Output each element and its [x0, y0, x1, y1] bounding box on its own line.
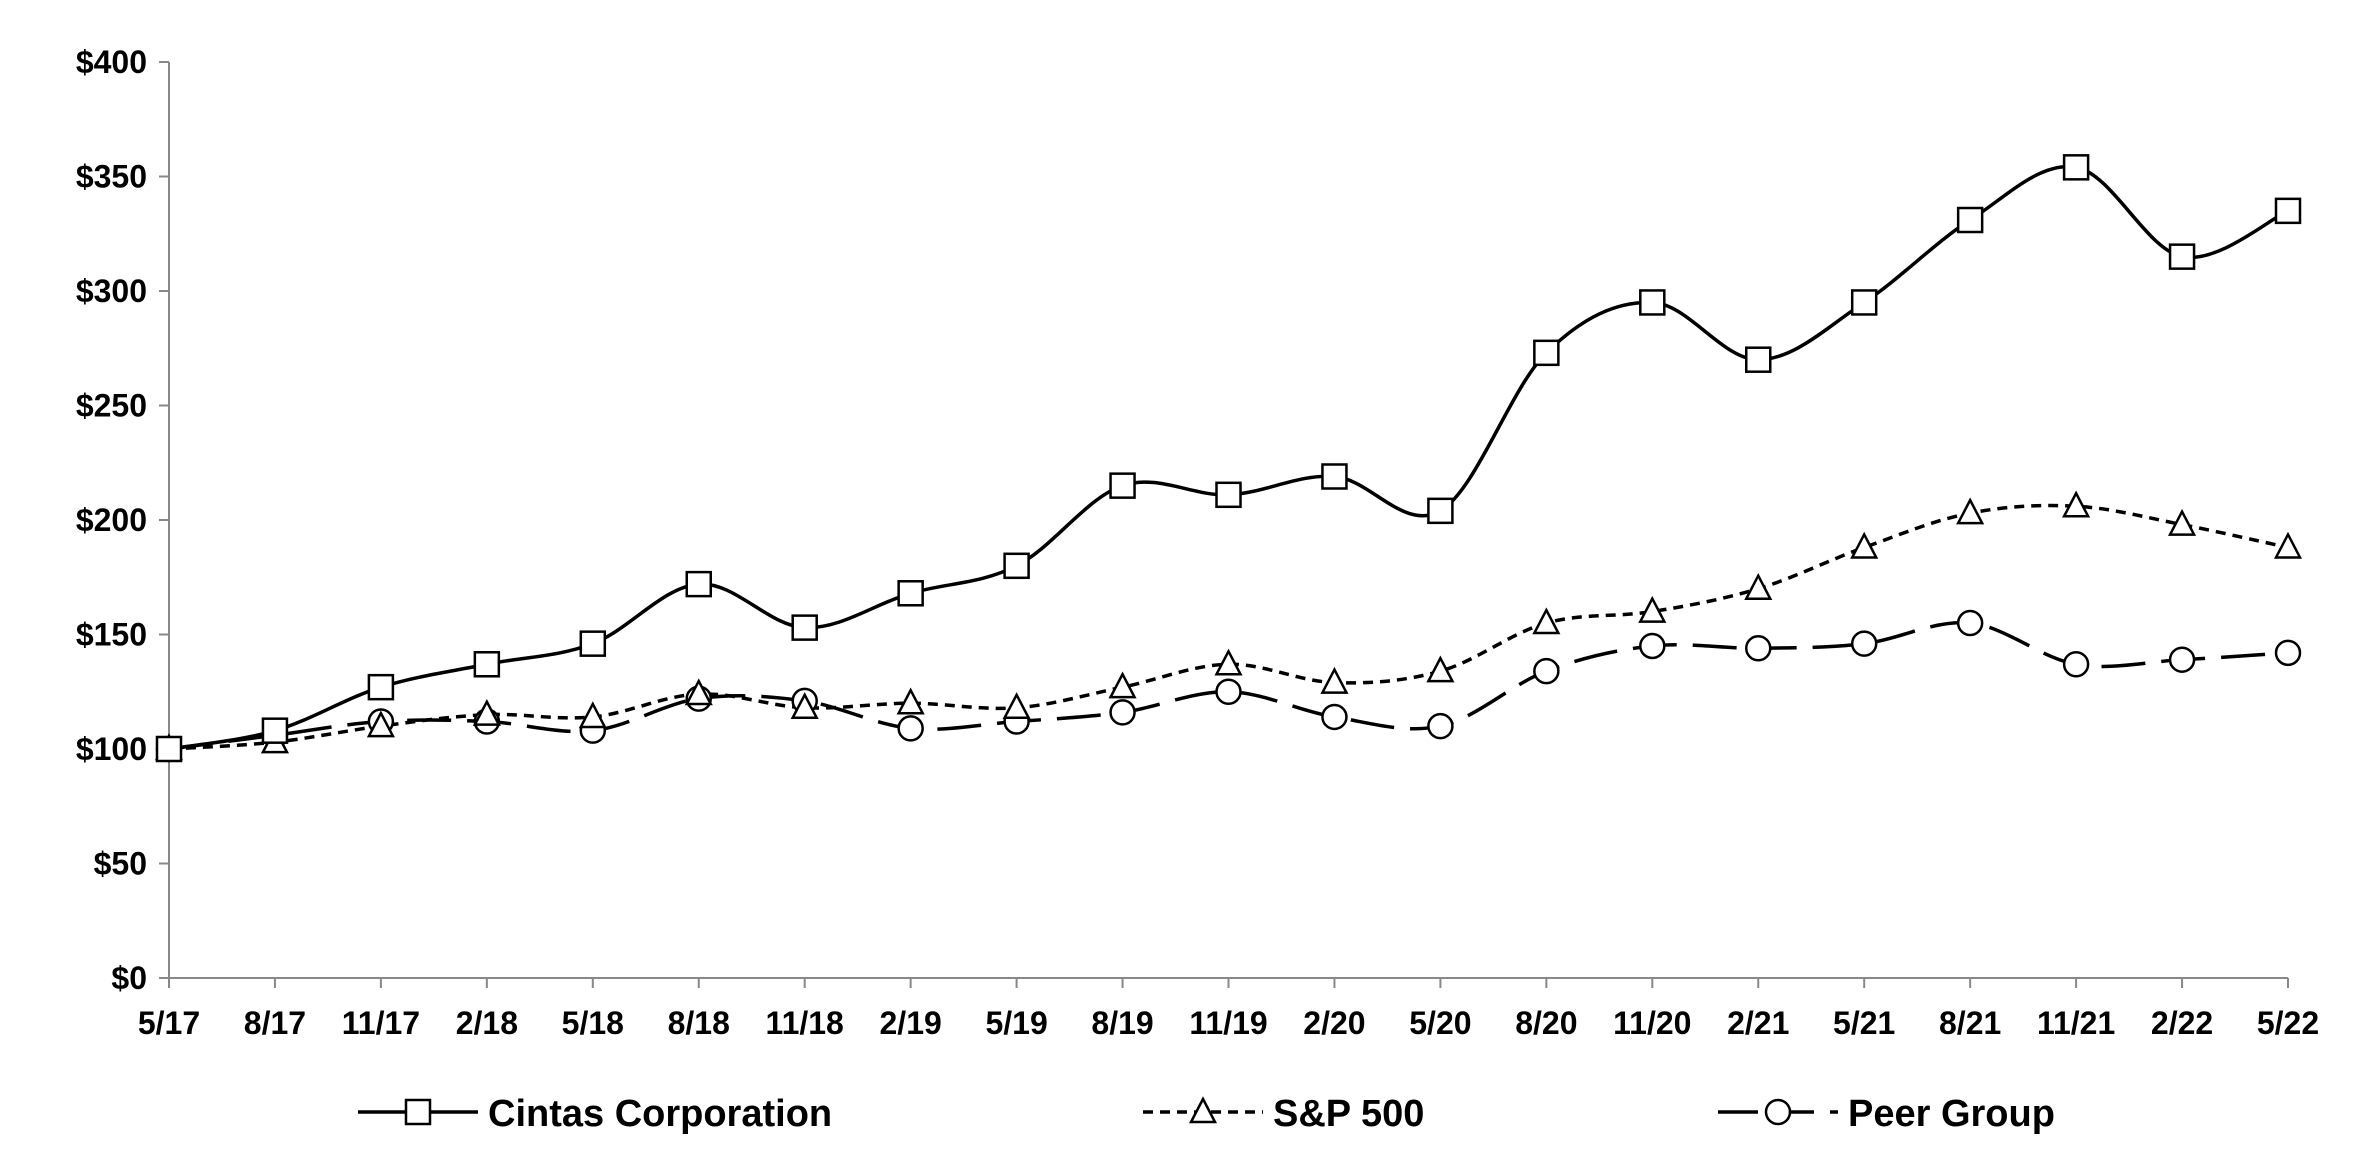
series-line-cintas-corporation	[168, 164, 2289, 751]
data-point-peer-group	[1427, 712, 1454, 740]
data-point-cintas-corporation	[2274, 197, 2302, 225]
data-point-cintas-corporation	[1639, 289, 1666, 316]
data-point-s-p-500	[684, 678, 713, 706]
x-tick-label: 5/21	[1833, 1005, 1895, 1041]
data-point-peer-group	[1109, 699, 1136, 726]
data-point-cintas-corporation	[1215, 481, 1242, 509]
data-point-cintas-corporation	[791, 614, 818, 641]
x-tick-label: 5/17	[138, 1005, 200, 1041]
legend-label-s-p-500: S&P 500	[1273, 1093, 1424, 1135]
data-point-peer-group	[1850, 630, 1878, 657]
data-point-cintas-corporation	[155, 735, 183, 763]
data-point-cintas-corporation	[261, 717, 289, 744]
data-point-peer-group	[2062, 651, 2090, 678]
y-tick-label: $0	[111, 960, 147, 996]
x-tick-label: 8/20	[1515, 1005, 1577, 1041]
y-tick-label: $250	[76, 388, 147, 424]
data-point-peer-group	[2274, 639, 2302, 667]
data-point-peer-group	[1533, 657, 1560, 685]
data-point-s-p-500	[790, 692, 819, 720]
data-point-cintas-corporation	[1850, 289, 1878, 316]
chart-legend: Cintas Corporation S&P 500 Peer Group	[358, 1093, 2055, 1135]
data-point-peer-group	[1639, 632, 1666, 660]
data-point-cintas-corporation	[367, 673, 395, 701]
data-point-cintas-corporation	[473, 651, 501, 678]
y-tick-label: $150	[76, 617, 147, 653]
x-tick-label: 2/22	[2151, 1005, 2213, 1041]
data-point-cintas-corporation	[2062, 154, 2090, 181]
data-point-s-p-500	[1744, 572, 1773, 600]
data-point-s-p-500	[578, 701, 607, 729]
data-point-cintas-corporation	[1321, 463, 1348, 490]
data-point-s-p-500	[1320, 666, 1349, 694]
data-point-s-p-500	[1638, 595, 1667, 623]
data-point-cintas-corporation	[1533, 339, 1560, 367]
y-tick-label: $50	[94, 846, 147, 882]
x-tick-label: 11/17	[342, 1005, 420, 1041]
data-point-s-p-500	[472, 698, 501, 726]
x-tick-label: 8/17	[244, 1005, 306, 1041]
data-point-s-p-500	[896, 687, 925, 715]
x-tick-label: 5/19	[985, 1005, 1047, 1041]
x-tick-label: 2/19	[880, 1005, 942, 1041]
y-tick-label: $300	[76, 273, 147, 309]
data-point-cintas-corporation	[685, 570, 712, 598]
series-line-s-p-500	[168, 503, 2289, 751]
x-tick-label: 11/21	[2037, 1005, 2115, 1041]
data-point-s-p-500	[1108, 671, 1137, 699]
x-tick-label: 8/21	[1939, 1005, 2001, 1041]
data-point-s-p-500	[1426, 655, 1455, 683]
legend-marker-s-p-500	[1188, 1096, 1218, 1124]
legend-label-cintas-corporation: Cintas Corporation	[488, 1093, 832, 1135]
x-tick-label: 5/18	[562, 1005, 624, 1041]
series-line-peer-group	[168, 620, 2289, 751]
x-tick-label: 5/22	[2257, 1005, 2319, 1041]
data-point-peer-group	[1956, 609, 1984, 637]
x-tick-label: 5/20	[1409, 1005, 1471, 1041]
data-point-cintas-corporation	[1427, 497, 1454, 525]
series-lines	[168, 164, 2289, 751]
data-point-s-p-500	[1850, 531, 1879, 559]
data-point-peer-group	[1321, 703, 1348, 731]
x-tick-label: 2/18	[456, 1005, 518, 1041]
data-point-peer-group	[1745, 634, 1772, 662]
data-point-s-p-500	[1956, 497, 1985, 525]
data-point-cintas-corporation	[579, 630, 607, 657]
y-axis-ticks: $0 $50 $100 $150 $200 $250 $300 $350 $400	[76, 44, 169, 996]
data-point-s-p-500	[2167, 508, 2197, 536]
x-tick-label: 11/19	[1189, 1005, 1267, 1041]
data-point-cintas-corporation	[1109, 472, 1136, 499]
data-point-peer-group	[2168, 646, 2196, 673]
x-tick-label: 11/20	[1613, 1005, 1691, 1041]
x-tick-label: 2/21	[1727, 1005, 1789, 1041]
data-point-cintas-corporation	[1003, 552, 1030, 580]
y-tick-label: $350	[76, 159, 147, 195]
x-axis-ticks: 5/17 8/17 11/17 2/18 5/18 8/18 11/18 2/19 5/19 8/…	[138, 978, 2319, 1041]
data-point-s-p-500	[2273, 531, 2303, 559]
data-point-s-p-500	[1532, 607, 1561, 635]
x-tick-label: 2/20	[1303, 1005, 1365, 1041]
data-point-cintas-corporation	[897, 580, 924, 607]
data-point-cintas-corporation	[1956, 206, 1984, 234]
y-tick-label: $100	[76, 731, 147, 767]
data-point-peer-group	[897, 715, 924, 742]
legend-marker-cintas-corporation	[404, 1098, 432, 1126]
data-point-cintas-corporation	[2168, 243, 2196, 270]
data-point-cintas-corporation	[1745, 346, 1772, 373]
y-tick-label: $400	[76, 44, 147, 80]
y-tick-label: $200	[76, 502, 147, 538]
legend-marker-peer-group	[1764, 1098, 1792, 1126]
data-point-s-p-500	[1214, 648, 1243, 676]
data-point-s-p-500	[366, 710, 395, 738]
x-tick-label: 8/19	[1091, 1005, 1153, 1041]
legend-label-peer-group: Peer Group	[1848, 1093, 2055, 1135]
data-point-peer-group	[1215, 678, 1242, 705]
x-tick-label: 8/18	[668, 1005, 730, 1041]
series-markers	[154, 154, 2303, 763]
data-point-s-p-500	[1002, 692, 1031, 720]
x-tick-label: 11/18	[766, 1005, 844, 1041]
data-point-s-p-500	[2062, 490, 2091, 518]
